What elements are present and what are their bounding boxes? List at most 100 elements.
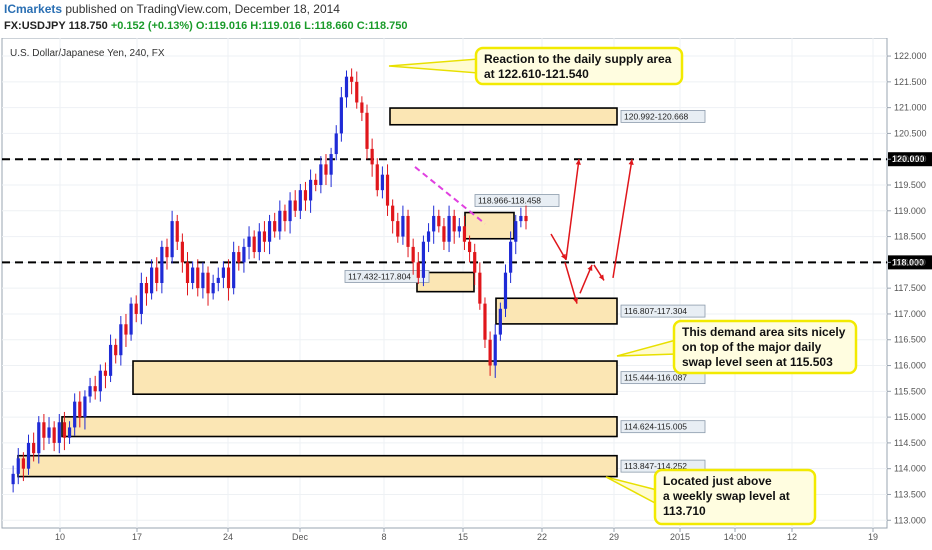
- y-tick-label: 122.000: [894, 51, 927, 61]
- brand-link[interactable]: ICmarkets: [4, 2, 63, 16]
- candle-body: [344, 76, 349, 98]
- candle-body: [129, 303, 133, 335]
- candle-body: [262, 231, 267, 242]
- candle-body: [406, 215, 410, 247]
- chart-header: ICmarkets published on TradingView.com, …: [0, 0, 932, 38]
- candle-body: [426, 231, 431, 242]
- candle-body: [334, 133, 338, 155]
- candle-body: [98, 370, 102, 392]
- open-value: O:119.016: [195, 20, 248, 32]
- y-tick-label: 120.500: [894, 128, 927, 138]
- zone-box: [61, 416, 618, 438]
- candle-body: [483, 303, 487, 340]
- candle-body: [319, 164, 323, 185]
- zone-label-box: [620, 110, 706, 123]
- candle-body: [62, 422, 67, 438]
- candle-body: [196, 267, 200, 289]
- y-tick-label: 116.500: [894, 335, 926, 345]
- candle-body: [237, 252, 241, 263]
- x-tick-label: 12: [787, 532, 797, 542]
- level-price-label: 120.000: [892, 154, 925, 164]
- candle-body: [329, 154, 333, 175]
- candle-body: [375, 164, 379, 191]
- x-tick-label: 15: [458, 532, 468, 542]
- y-tick-label: 120.000: [894, 154, 927, 164]
- candle-body: [155, 267, 159, 283]
- candle-body: [150, 267, 154, 294]
- y-tick-label: 113.500: [894, 489, 926, 499]
- candle-body: [462, 226, 467, 242]
- candle-body: [232, 252, 236, 289]
- candle-body: [16, 458, 20, 474]
- candle-body: [308, 179, 313, 201]
- projection-arrowhead: [575, 159, 581, 165]
- candle-body: [160, 246, 164, 283]
- candle-body: [421, 241, 426, 278]
- price-chart[interactable]: 120.992-120.668 118.966-118.458 117.432-11…: [0, 38, 932, 550]
- callout-text: Located just above: [663, 474, 772, 488]
- candle-body: [119, 324, 123, 356]
- zone-label-box: [620, 420, 706, 434]
- candle-body: [442, 226, 446, 242]
- x-tick-label: 29: [609, 532, 619, 542]
- y-tick-label: 119.000: [894, 206, 926, 216]
- zone-label: 116.807-117.304: [624, 306, 687, 316]
- candle-body: [467, 241, 472, 253]
- candle-body: [273, 221, 277, 232]
- trend-line: [414, 166, 486, 225]
- callout-text: 113.710: [663, 504, 706, 518]
- candle-body: [391, 205, 395, 222]
- change-value: +0.152 (+0.13%): [110, 20, 193, 32]
- candle-body: [493, 334, 497, 366]
- x-tick-label: Dec: [292, 532, 309, 542]
- candle-body: [324, 164, 328, 175]
- quote-line: FX:USDJPY 118.750 +0.152 (+0.13%) O:119.…: [4, 20, 407, 32]
- candle-body: [288, 200, 292, 222]
- candle-body: [170, 221, 174, 258]
- chart-title: U.S. Dollar/Japanese Yen, 240, FX: [10, 48, 165, 59]
- candle-body: [396, 221, 400, 237]
- candle-body: [206, 272, 210, 294]
- candle-body: [175, 221, 179, 242]
- candle-body: [473, 252, 477, 273]
- candle-body: [124, 324, 128, 335]
- candle-body: [26, 442, 31, 469]
- x-tick-label: 22: [537, 532, 547, 542]
- candle-body: [380, 174, 384, 191]
- y-tick-label: 115.000: [894, 412, 926, 422]
- callout-box: [672, 319, 858, 375]
- candle-body: [457, 226, 461, 232]
- candle-body: [524, 215, 528, 222]
- symbol-label[interactable]: FX:USDJPY: [4, 20, 66, 32]
- candle-body: [73, 401, 77, 428]
- y-tick-label: 121.500: [894, 77, 927, 87]
- zone-box: [132, 360, 618, 396]
- projection-arrowhead: [587, 264, 593, 271]
- projection-arrowhead: [561, 253, 566, 260]
- candle-body: [355, 81, 359, 103]
- zone-label: 113.847-114.252: [624, 461, 687, 471]
- zone-label: 120.992-120.668: [624, 111, 689, 121]
- candle-body: [165, 246, 169, 258]
- candle-body: [514, 221, 518, 242]
- y-tick-label: 114.500: [894, 438, 926, 448]
- zone-label: 114.624-115.005: [624, 422, 687, 432]
- x-tick-label: 24: [223, 532, 233, 542]
- candle-body: [211, 283, 215, 294]
- candle-body: [365, 112, 369, 149]
- candle-body: [339, 97, 343, 134]
- candle-body: [283, 210, 287, 222]
- candle-body: [216, 277, 220, 283]
- zone-box: [389, 107, 618, 126]
- zone-label: 115.444-116.087: [624, 373, 687, 383]
- candle-body: [257, 231, 261, 253]
- candle-body: [298, 190, 302, 211]
- candle-body: [11, 473, 15, 485]
- zone-label: 117.432-117.804: [348, 271, 411, 281]
- published-text: published on TradingView.com, December 1…: [62, 2, 340, 16]
- callout-text: This demand area sits nicely: [682, 325, 846, 339]
- candle-body: [267, 221, 272, 242]
- y-tick-label: 121.000: [894, 103, 927, 113]
- x-tick-label: 10: [55, 532, 65, 542]
- candle-body: [144, 283, 149, 294]
